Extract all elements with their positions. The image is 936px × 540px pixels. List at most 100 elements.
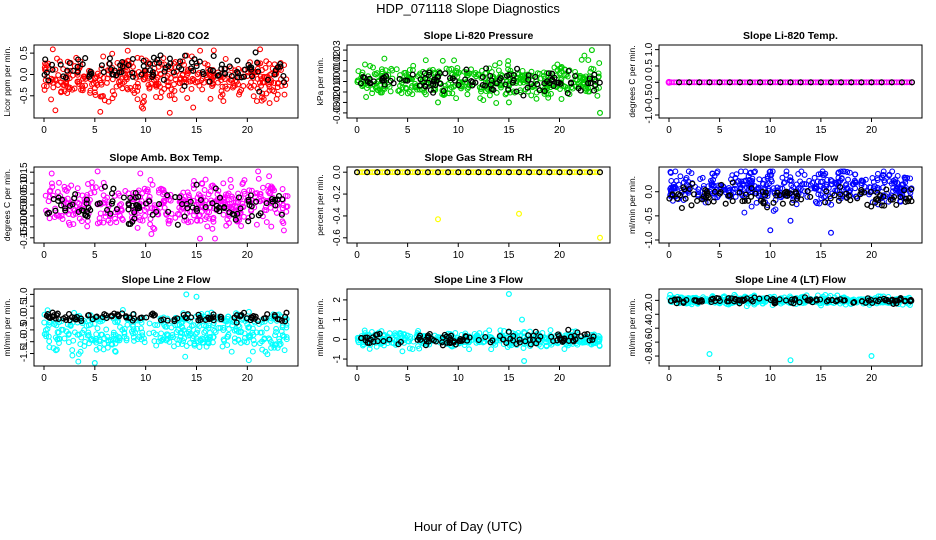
data-point <box>455 70 461 77</box>
y-tick-label: -0.5 <box>644 90 655 108</box>
panel-3: Slope Li-820 Temp. 0 5 10 15 20 -1.0-0.50.0 0.5… <box>627 30 923 136</box>
data-point <box>479 81 486 89</box>
data-point <box>119 215 125 222</box>
data-point <box>541 90 548 97</box>
data-point <box>551 64 558 71</box>
data-point <box>534 81 541 88</box>
data-point <box>76 78 83 85</box>
data-point <box>361 327 368 334</box>
data-point <box>817 179 824 185</box>
data-point <box>77 348 84 355</box>
data-point <box>42 60 48 67</box>
y-tick-label: -0.8 <box>644 347 655 365</box>
data-points <box>666 291 915 364</box>
data-point <box>584 331 591 338</box>
data-point <box>897 296 904 303</box>
data-point <box>222 55 229 62</box>
data-point <box>409 71 416 78</box>
data-point <box>83 196 90 203</box>
data-point <box>104 333 111 340</box>
data-point <box>776 296 783 303</box>
data-points <box>354 291 603 365</box>
data-point <box>445 169 452 176</box>
data-point <box>232 202 238 209</box>
data-point <box>121 325 128 332</box>
data-point <box>145 81 152 88</box>
data-point <box>479 333 486 340</box>
data-point <box>543 335 549 342</box>
data-point <box>817 79 824 86</box>
x-tick-label: 10 <box>765 250 777 261</box>
data-point <box>41 71 48 78</box>
data-point <box>78 86 85 93</box>
data-point <box>87 196 93 203</box>
data-point <box>786 177 793 184</box>
data-point <box>130 334 137 341</box>
data-point <box>548 90 554 97</box>
data-point <box>425 71 433 78</box>
x-tick-label: 0 <box>666 373 672 384</box>
data-point <box>823 298 830 305</box>
data-point <box>257 329 264 336</box>
data-point <box>249 348 256 355</box>
data-point <box>446 86 453 93</box>
data-point <box>281 91 288 98</box>
data-point <box>503 72 511 79</box>
data-point <box>233 319 240 326</box>
data-point <box>189 77 196 84</box>
data-point <box>822 199 829 206</box>
data-point <box>902 175 909 181</box>
data-point <box>244 339 250 346</box>
data-point <box>225 313 232 320</box>
data-point <box>813 297 820 304</box>
data-point <box>87 87 94 94</box>
data-point <box>837 191 844 198</box>
data-point <box>225 190 232 197</box>
data-point <box>446 75 454 82</box>
data-point <box>716 79 723 86</box>
data-point <box>43 333 50 340</box>
data-point <box>189 204 196 211</box>
data-point <box>566 169 573 176</box>
data-point <box>142 70 148 77</box>
data-point <box>280 79 288 86</box>
data-point <box>827 195 834 202</box>
data-point <box>91 360 98 367</box>
data-point <box>694 197 701 204</box>
data-point <box>134 325 141 332</box>
data-point <box>526 169 533 176</box>
data-point <box>113 72 120 79</box>
x-tick-label: 10 <box>453 373 465 384</box>
data-point <box>590 340 597 347</box>
data-point <box>219 91 226 98</box>
x-tick-label: 10 <box>453 250 465 261</box>
data-point <box>142 74 149 81</box>
data-point <box>547 327 554 334</box>
data-point <box>268 223 275 230</box>
data-point <box>231 211 238 218</box>
data-point <box>240 83 247 89</box>
plot-frame <box>658 44 923 119</box>
data-point <box>245 357 252 364</box>
data-point <box>452 330 459 336</box>
data-point <box>675 296 682 303</box>
data-point <box>891 297 898 304</box>
data-point <box>852 171 859 178</box>
y-tick-label: 0.05 <box>19 184 30 204</box>
data-point <box>426 69 433 76</box>
data-point <box>178 206 185 213</box>
data-point <box>782 192 789 199</box>
data-point <box>113 206 120 213</box>
data-point <box>183 291 190 298</box>
data-point <box>588 65 595 72</box>
data-point <box>357 80 364 87</box>
y-tick-label: 0.0 <box>19 67 30 81</box>
data-point <box>505 328 512 335</box>
x-tick-label: 0 <box>354 125 360 136</box>
data-point <box>100 53 107 60</box>
data-point <box>174 221 181 228</box>
data-point <box>708 179 715 186</box>
data-point <box>201 329 208 336</box>
data-points <box>42 168 291 242</box>
data-point <box>210 52 217 60</box>
